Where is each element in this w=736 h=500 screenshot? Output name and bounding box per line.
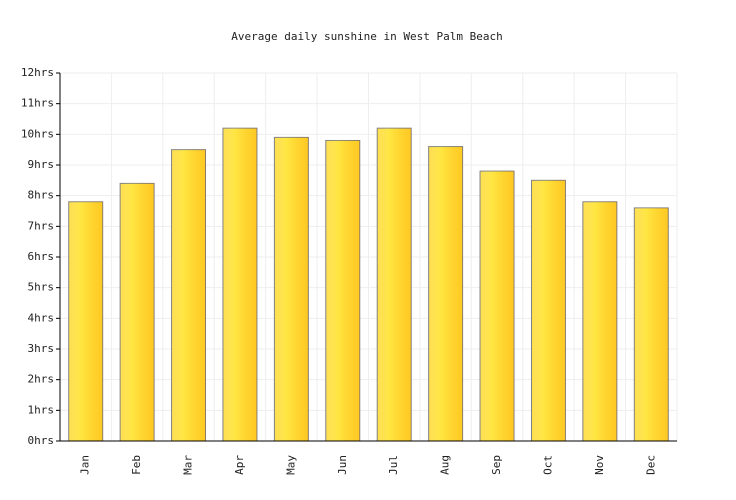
x-tick-label: Oct <box>541 455 554 475</box>
bar-shine <box>531 180 566 442</box>
y-tick-label: 6hrs <box>28 250 55 263</box>
bar-shine <box>582 201 617 441</box>
bar-shine <box>480 171 515 441</box>
y-tick-label: 2hrs <box>28 373 55 386</box>
bar-shine <box>377 128 412 441</box>
y-tick-label: 8hrs <box>28 189 55 202</box>
y-tick-label: 3hrs <box>28 342 55 355</box>
x-tick-label: Jul <box>387 455 400 475</box>
x-tick-label: Jun <box>336 455 349 475</box>
bar-shine <box>325 140 360 441</box>
x-tick-label: Nov <box>593 455 606 475</box>
y-tick-label: 12hrs <box>21 66 54 79</box>
bar-shine <box>68 201 103 441</box>
x-tick-label: Aug <box>439 455 452 475</box>
bar-shine <box>634 207 669 441</box>
y-tick-label: 9hrs <box>28 158 55 171</box>
bar-shine <box>120 183 155 441</box>
x-tick-label: Sep <box>490 455 503 475</box>
x-tick-label: Mar <box>182 455 195 475</box>
chart-title: Average daily sunshine in West Palm Beac… <box>231 30 503 43</box>
x-tick-label: May <box>284 455 297 475</box>
y-tick-label: 11hrs <box>21 97 54 110</box>
bar-shine <box>171 149 206 441</box>
x-tick-label: Dec <box>644 455 657 475</box>
bar-shine <box>428 146 463 441</box>
bar-shine <box>274 137 309 441</box>
x-tick-label: Jan <box>79 455 92 475</box>
y-tick-label: 7hrs <box>28 219 55 232</box>
y-tick-label: 1hrs <box>28 403 55 416</box>
x-tick-label: Apr <box>233 455 246 475</box>
bar-shine <box>222 128 257 441</box>
y-tick-label: 0hrs <box>28 434 55 447</box>
y-tick-label: 10hrs <box>21 127 54 140</box>
x-tick-label: Feb <box>130 455 143 475</box>
y-tick-label: 5hrs <box>28 281 55 294</box>
y-tick-label: 4hrs <box>28 311 55 324</box>
